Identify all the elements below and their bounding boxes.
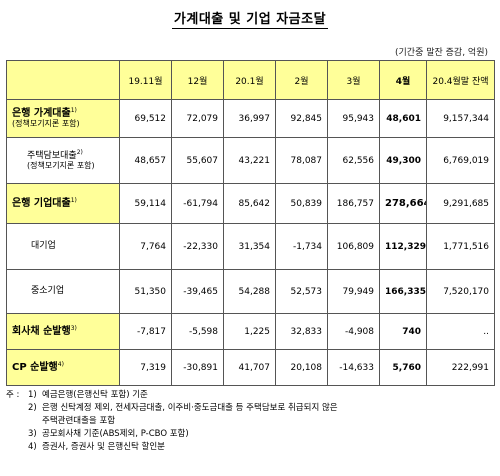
cell: 7,319 — [119, 349, 172, 386]
col-header: 20.4월말 잔액 — [426, 60, 495, 100]
cell: 43,221 — [223, 137, 276, 184]
cell: 1,771,516 — [426, 223, 495, 270]
footnote-row: 2) 은행 신탁계정 제외, 전세자금대출, 이주비·중도금대출 등 주택담보로… — [28, 403, 338, 413]
cell: 72,079 — [171, 99, 224, 138]
footnote-row: 4) 증권사, 증권사 및 은행신탁 할인분 — [28, 442, 165, 452]
cell: 62,556 — [327, 137, 380, 184]
cell: 79,949 — [327, 269, 380, 314]
col-header: 3월 — [327, 60, 380, 100]
col-header: 4월 — [379, 60, 427, 100]
footnote-row: 주택관련대출을 포함 — [42, 416, 116, 426]
funding-table: 19.11월 12월 20.1월 2월 3월 4월 20.4월말 잔액 은행 가… — [6, 60, 495, 386]
table-row: CP 순발행4) 7,319 -30,891 41,707 20,108 -14… — [6, 349, 495, 386]
cell: 7,764 — [119, 223, 172, 270]
cell: 278,664 — [379, 183, 427, 224]
cell: -5,598 — [171, 313, 224, 350]
cell: 32,833 — [275, 313, 328, 350]
cell: -30,891 — [171, 349, 224, 386]
cell: 740 — [379, 313, 427, 350]
table-row: 은행 가계대출1) (정책모기지론 포함) 69,512 72,079 36,9… — [6, 99, 495, 138]
cell: 31,354 — [223, 223, 276, 270]
row-label: 회사채 순발행3) — [6, 313, 120, 350]
cell: -7,817 — [119, 313, 172, 350]
cell: 49,300 — [379, 137, 427, 184]
col-header: 2월 — [275, 60, 328, 100]
header-row: 19.11월 12월 20.1월 2월 3월 4월 20.4월말 잔액 — [6, 60, 495, 100]
cell: 186,757 — [327, 183, 380, 224]
col-header: 20.1월 — [223, 60, 276, 100]
cell: 50,839 — [275, 183, 328, 224]
cell: 92,845 — [275, 99, 328, 138]
row-label: 주택담보대출2) (정책모기지론 포함) — [6, 137, 120, 184]
cell: -1,734 — [275, 223, 328, 270]
cell: 20,108 — [275, 349, 328, 386]
cell: 52,573 — [275, 269, 328, 314]
col-header: 19.11월 — [119, 60, 172, 100]
table-row: 은행 기업대출1) 59,114 -61,794 85,642 50,839 1… — [6, 183, 495, 224]
cell: -22,330 — [171, 223, 224, 270]
cell: 6,769,019 — [426, 137, 495, 184]
cell: 95,943 — [327, 99, 380, 138]
cell: 78,087 — [275, 137, 328, 184]
cell: 166,335 — [379, 269, 427, 314]
cell: 9,157,344 — [426, 99, 495, 138]
cell: 106,809 — [327, 223, 380, 270]
cell: 69,512 — [119, 99, 172, 138]
cell: 1,225 — [223, 313, 276, 350]
table-row: 회사채 순발행3) -7,817 -5,598 1,225 32,833 -4,… — [6, 313, 495, 350]
cell: -39,465 — [171, 269, 224, 314]
cell: 48,601 — [379, 99, 427, 138]
footnote-row: 3) 공모회사채 기준(ABS제외, P-CBO 포함) — [28, 429, 189, 439]
unit-label: (기간중 말잔 증감, 억원) — [395, 48, 488, 58]
cell: .. — [426, 313, 495, 350]
cell: 41,707 — [223, 349, 276, 386]
page-title: 가계대출 및 기업 자금조달 — [171, 12, 329, 29]
cell: 7,520,170 — [426, 269, 495, 314]
row-label: 은행 기업대출1) — [6, 183, 120, 224]
cell: 5,760 — [379, 349, 427, 386]
cell: 222,991 — [426, 349, 495, 386]
cell: 51,350 — [119, 269, 172, 314]
row-label: CP 순발행4) — [6, 349, 120, 386]
row-label: 은행 가계대출1) (정책모기지론 포함) — [6, 99, 120, 138]
cell: 59,114 — [119, 183, 172, 224]
cell: -4,908 — [327, 313, 380, 350]
cell: 48,657 — [119, 137, 172, 184]
row-label: 중소기업 — [6, 269, 120, 314]
cell: -14,633 — [327, 349, 380, 386]
cell: 112,329 — [379, 223, 427, 270]
cell: 55,607 — [171, 137, 224, 184]
table-row: 주택담보대출2) (정책모기지론 포함) 48,657 55,607 43,22… — [6, 137, 495, 184]
header-corner — [6, 60, 120, 100]
cell: 36,997 — [223, 99, 276, 138]
table-row: 대기업 7,764 -22,330 31,354 -1,734 106,809 … — [6, 223, 495, 270]
footnote-row: 주 : 1) 예금은행(은행신탁 포함) 기준 — [6, 390, 148, 400]
cell: -61,794 — [171, 183, 224, 224]
row-label: 대기업 — [6, 223, 120, 270]
col-header: 12월 — [171, 60, 224, 100]
footnotes: 주 : 1) 예금은행(은행신탁 포함) 기준 2) 은행 신탁계정 제외, 전… — [6, 389, 494, 454]
table-row: 중소기업 51,350 -39,465 54,288 52,573 79,949… — [6, 269, 495, 314]
cell: 54,288 — [223, 269, 276, 314]
cell: 9,291,685 — [426, 183, 495, 224]
cell: 85,642 — [223, 183, 276, 224]
